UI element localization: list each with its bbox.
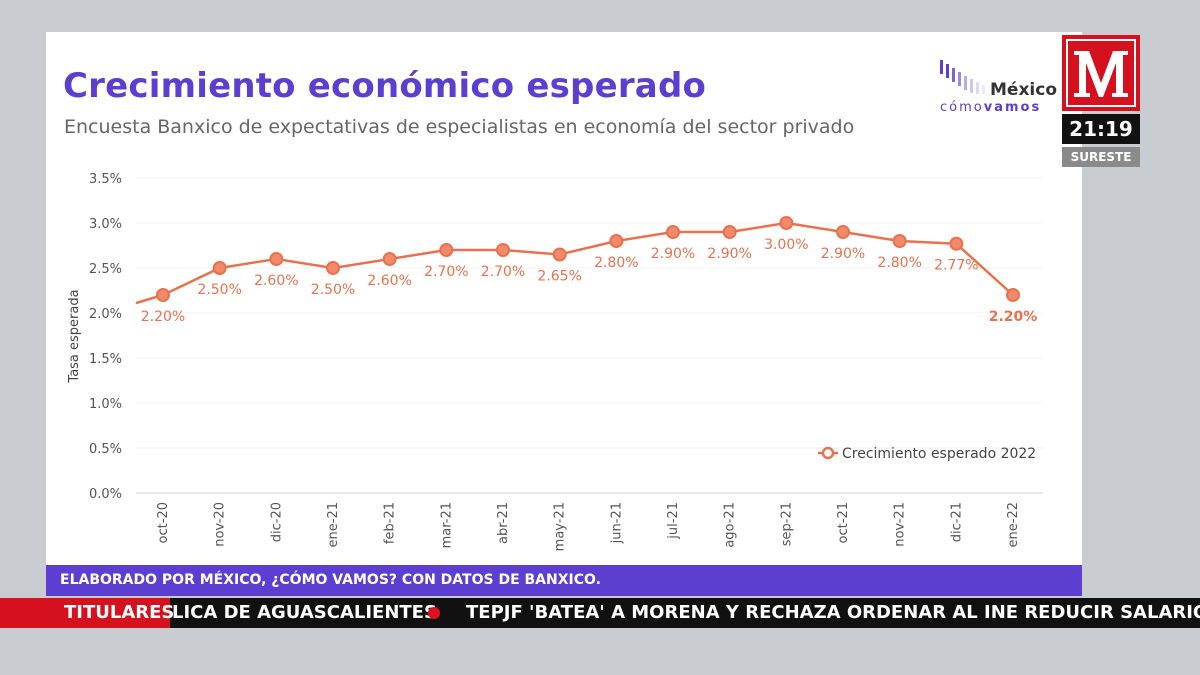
x-tick-label: dic-21 [949,502,964,542]
data-label: 3.00% [764,237,808,253]
legend-label: Crecimiento esperado 2022 [842,446,1036,462]
logo-tagline-b: vamos [983,100,1042,115]
bars-icon [940,60,985,94]
x-tick-label: jul-21 [666,502,681,540]
data-label: 2.70% [424,264,468,280]
x-tick-label: dic-20 [269,502,284,542]
y-tick-label: 0.5% [89,442,122,457]
data-point [212,261,227,275]
data-point [949,236,964,251]
logo-tagline-a: cómo [940,100,984,115]
legend-marker [821,446,835,460]
data-point [1006,288,1020,302]
data-label: 2.60% [367,273,411,289]
data-point [156,288,170,302]
y-axis-label: Tasa esperada [67,289,82,383]
data-label: 2.60% [254,273,298,289]
data-label: 2.70% [481,264,525,280]
ticker-label: TITULARES [0,598,174,628]
data-point [892,234,907,248]
line-chart: 0.0% 0.5% 1.0% 1.5% 2.0% 2.5% 3.0% 3.5% Tasa es… [67,172,1043,551]
source-text: ELABORADO POR MÉXICO, ¿CÓMO VAMOS? CON D… [60,572,601,588]
gridlines [136,177,1043,494]
data-label: 2.50% [197,282,241,298]
data-label: 2.20% [141,309,185,325]
chart-card: Crecimiento económico esperado Encuesta … [46,32,1082,565]
x-tick-label: may-21 [553,502,568,551]
data-point [326,261,340,275]
y-tick-label: 2.0% [89,307,122,322]
mexico-como-vamos-logo: México cómovamos [940,60,1070,116]
data-label: 2.90% [821,246,865,262]
ticker-item: LICA DE AGUASCALIENTES [172,602,437,623]
page-subtitle: Encuesta Banxico de expectativas de espe… [64,116,855,138]
ticker-item: TEPJF 'BATEA' A MORENA Y RECHAZA ORDENAR… [466,602,1200,623]
data-label: 2.77% [934,258,978,274]
clock: 21:19 [1062,114,1140,144]
x-tick-label: sep-21 [779,502,794,546]
x-tick-label: ene-21 [326,502,341,547]
x-axis-ticks: oct-20 nov-20 dic-20 ene-21 feb-21 mar-21 abr-… [156,502,1021,551]
x-tick-label: oct-20 [156,502,171,543]
source-footer: ELABORADO POR MÉXICO, ¿CÓMO VAMOS? CON D… [46,565,1082,596]
data-points [156,216,1020,302]
y-axis-ticks: 0.0% 0.5% 1.0% 1.5% 2.0% 2.5% 3.0% 3.5% [89,172,122,502]
data-point [666,225,680,239]
x-tick-label: mar-21 [439,502,454,548]
data-point [722,225,737,239]
y-tick-label: 2.5% [89,262,122,277]
ticker-separator-icon [428,607,440,619]
data-label: 2.50% [311,282,355,298]
data-point [836,225,850,239]
logo-name: México [990,80,1057,100]
y-tick-label: 0.0% [89,487,122,502]
news-ticker: TITULARES LICA DE AGUASCALIENTES TEPJF '… [0,598,1200,628]
region-badge: SURESTE [1062,147,1140,167]
milenio-logo [1062,35,1140,111]
m-logo-icon [1074,51,1128,97]
x-tick-label: ene-22 [1006,502,1021,547]
x-tick-label: nov-21 [893,502,908,547]
x-tick-label: jun-21 [609,502,624,544]
data-point [609,234,624,248]
x-tick-label: nov-20 [213,502,228,547]
data-point [269,252,284,266]
data-label: 2.80% [877,255,921,271]
y-tick-label: 1.0% [89,397,122,412]
page-title: Crecimiento económico esperado [63,66,707,106]
x-tick-label: abr-21 [496,502,511,544]
data-point [382,252,397,266]
data-point [439,243,454,257]
x-tick-label: ago-21 [723,502,738,548]
data-point [779,216,794,230]
y-tick-label: 3.0% [89,217,122,232]
data-label: 2.90% [707,246,751,262]
x-tick-label: feb-21 [383,502,398,544]
x-tick-label: oct-21 [836,502,851,543]
y-tick-label: 3.5% [89,172,122,187]
data-point [496,243,510,257]
logo-tagline: cómovamos [940,100,1041,115]
data-label: 2.90% [651,246,695,262]
data-label: 2.20% [989,309,1038,325]
y-tick-label: 1.5% [89,352,122,367]
data-point [552,247,567,262]
legend: Crecimiento esperado 2022 [818,446,1036,462]
data-label: 2.80% [594,255,638,271]
data-labels: 2.20% 2.50% 2.60% 2.50% 2.60% 2.70% 2.70% 2.65%… [141,237,1038,325]
data-label: 2.65% [537,269,581,285]
